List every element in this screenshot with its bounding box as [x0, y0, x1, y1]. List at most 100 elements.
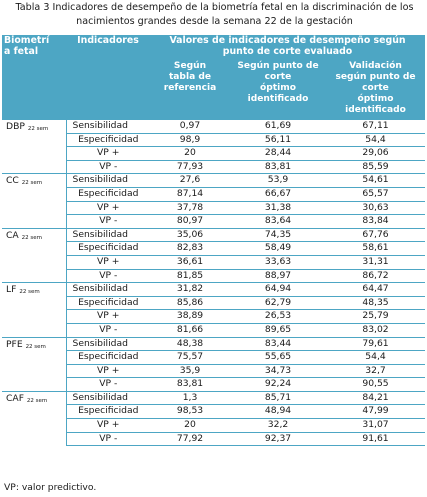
value-cell: 67,76 — [326, 227, 425, 243]
value-cell: 0,97 — [150, 119, 230, 134]
indicator-cell: Especificidad — [66, 404, 150, 420]
value-cell: 98,53 — [150, 404, 230, 420]
header-values-span: Valores de indicadores de desempeño segú… — [150, 35, 425, 61]
header-col-reference: Según tabla de referencia — [150, 61, 230, 120]
caption-line-2: nacimientos grandes desde la semana 22 d… — [76, 16, 353, 27]
value-cell: 35,06 — [150, 227, 230, 243]
table-row: VP - 77,92 92,37 91,61 — [2, 432, 425, 447]
table-row: CAF 22 sem Sensibilidad 1,3 85,71 84,21 — [2, 390, 425, 446]
value-cell: 67,11 — [326, 119, 425, 134]
group-subscript: 22 sem — [27, 126, 49, 132]
indicator-cell: Sensibilidad — [66, 173, 150, 188]
value-cell: 48,35 — [326, 296, 425, 311]
table-row: VP - 81,85 88,97 86,72 — [2, 269, 425, 283]
value-cell: 85,86 — [150, 296, 230, 311]
value-cell: 62,79 — [230, 296, 326, 311]
value-cell: 34,73 — [230, 364, 326, 379]
group-name: PFE — [6, 338, 23, 350]
indicator-cell: VP - — [99, 323, 118, 335]
value-cell: 20 — [150, 418, 230, 433]
value-cell: 56,11 — [230, 133, 326, 148]
group-subscript: 22 sem — [26, 397, 48, 404]
table-row: Especificidad 98,9 56,11 54,4 — [2, 133, 425, 148]
table-caption: Tabla 3 Indicadores de desempeño de la b… — [4, 1, 425, 29]
indicator-cell: Especificidad — [66, 296, 150, 311]
group-subscript: 22 sem — [21, 234, 42, 241]
value-cell: 38,89 — [150, 309, 230, 324]
value-cell: 79,61 — [326, 336, 425, 352]
header-span-line1: Valores de indicadores de desempeño segú… — [169, 35, 406, 46]
value-cell: 98,9 — [150, 133, 230, 148]
value-cell: 86,72 — [362, 269, 389, 281]
value-cell: 35,9 — [150, 364, 230, 379]
header-col3-line: óptimo — [357, 94, 394, 104]
value-cell: 33,63 — [230, 255, 326, 270]
group-label-cc: CC 22 sem — [2, 173, 67, 229]
value-cell: 31,82 — [150, 282, 230, 297]
group-name: CC — [6, 175, 19, 187]
value-cell: 85,71 — [230, 390, 326, 406]
value-cell: 77,92 — [150, 432, 230, 447]
table-row: Especificidad 98,53 48,94 47,99 — [2, 404, 425, 420]
table-row: CC 22 sem Sensibilidad 27,6 53,9 54,61 — [2, 173, 425, 229]
indicator-cell: Sensibilidad — [66, 119, 150, 134]
indicator-cell: VP + — [66, 201, 150, 216]
header-biometria-line2: a fetal — [4, 46, 39, 57]
value-cell: 80,97 — [176, 215, 204, 227]
table-row: VP - 80,97 83,64 83,84 — [2, 215, 425, 229]
value-cell: 53,9 — [230, 173, 326, 188]
value-cell: 83,02 — [362, 323, 389, 335]
indicator-cell: VP - — [99, 215, 118, 227]
indicator-cell: VP + — [66, 418, 150, 433]
header-indicadores: Indicadores — [66, 35, 150, 120]
header-col1-line: referencia — [163, 83, 217, 93]
table-body: DBP 22 sem Sensibilidad 0,97 61,69 67,11… — [2, 118, 425, 447]
value-cell: 28,44 — [230, 146, 326, 161]
value-cell: 20 — [150, 146, 230, 161]
indicator-cell: VP - — [99, 160, 118, 172]
indicator-cell: VP + — [66, 255, 150, 270]
group-name: CAF — [6, 392, 24, 404]
value-cell: 83,84 — [362, 215, 389, 227]
indicator-cell: Especificidad — [66, 187, 150, 202]
value-cell: 36,61 — [150, 255, 230, 270]
value-cell: 27,6 — [150, 173, 230, 188]
table-row: VP - 77,93 83,81 85,59 — [2, 160, 425, 174]
group-subscript: 22 sem — [21, 180, 43, 187]
header-span-line2: punto de corte evaluado — [222, 46, 353, 57]
value-cell: 32,2 — [230, 418, 326, 433]
header-col3-line: identificado — [345, 105, 406, 115]
indicator-cell: VP + — [66, 146, 150, 161]
header-col2-line: identificado — [247, 94, 309, 104]
table-header: Biometrí a fetal Indicadores Valores de … — [2, 35, 425, 120]
header-col3-line: corte — [362, 83, 389, 93]
value-cell: 92,24 — [264, 378, 292, 390]
value-cell: 54,61 — [326, 173, 425, 188]
table-row: PFE 22 sem Sensibilidad 48,38 83,44 79,6… — [2, 336, 425, 392]
value-cell: 83,81 — [264, 160, 292, 172]
value-cell: 47,99 — [326, 404, 425, 420]
value-cell: 64,47 — [326, 282, 425, 297]
value-cell: 48,94 — [230, 404, 326, 420]
header-col2-line: corte — [264, 72, 292, 82]
group-label-caf: CAF 22 sem — [2, 390, 67, 446]
group-label-ca: CA 22 sem — [2, 227, 67, 283]
group-label-lf: LF 22 sem — [2, 282, 67, 337]
value-cell: 32,7 — [326, 364, 425, 379]
value-cell: 91,61 — [326, 432, 425, 447]
table-row: VP - 81,66 89,65 83,02 — [2, 323, 425, 337]
value-cell: 61,69 — [230, 119, 326, 134]
table-row: VP + 36,61 33,63 31,31 — [2, 255, 425, 270]
table-row: VP + 35,9 34,73 32,7 — [2, 364, 425, 379]
indicator-cell: Sensibilidad — [66, 390, 150, 406]
value-cell: 66,67 — [230, 187, 326, 202]
header-col2-line: óptimo — [260, 83, 296, 93]
value-cell: 1,3 — [150, 390, 230, 406]
value-cell: 83,81 — [176, 378, 204, 390]
value-cell: 54,4 — [326, 350, 425, 365]
indicator-cell: Sensibilidad — [66, 282, 150, 297]
value-cell: 87,14 — [150, 187, 230, 202]
header-col-validation: Validación según punto de corte óptimo i… — [326, 61, 425, 120]
value-cell: 84,21 — [326, 390, 425, 406]
indicator-cell: Especificidad — [66, 241, 150, 256]
